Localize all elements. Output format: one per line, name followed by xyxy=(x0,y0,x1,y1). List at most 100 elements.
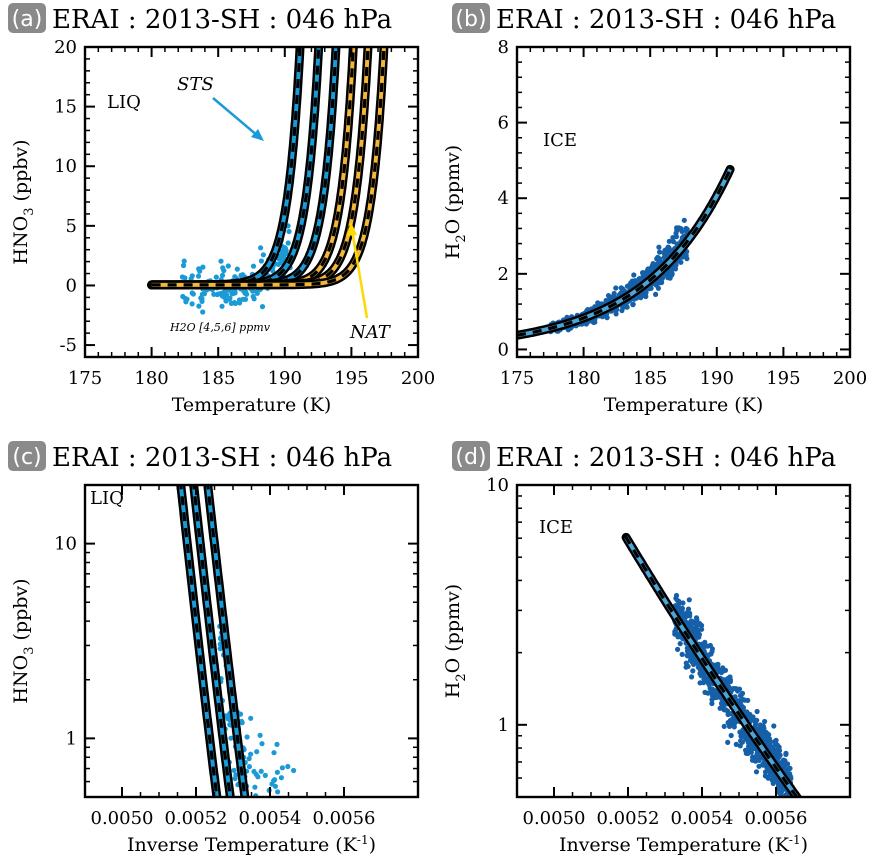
data-point xyxy=(653,291,659,297)
data-point xyxy=(259,304,266,310)
y-tick-label: 1 xyxy=(66,728,77,749)
data-point xyxy=(688,627,694,633)
x-tick-label: 195 xyxy=(766,368,800,389)
data-point xyxy=(764,731,770,737)
data-point xyxy=(709,648,715,655)
plot-area-c xyxy=(176,485,297,804)
data-point xyxy=(219,293,225,299)
y-tick-label: 0 xyxy=(66,275,77,296)
x-axis-label: Temperature (K) xyxy=(172,394,332,416)
y-tick-label: 20 xyxy=(54,37,77,58)
y-tick-label: 6 xyxy=(498,113,509,134)
y-tick-label: 2 xyxy=(498,264,509,285)
y-tick-label: 0 xyxy=(498,339,509,360)
data-point xyxy=(230,288,236,294)
data-point xyxy=(743,747,749,753)
x-tick-label: 0.0054 xyxy=(671,808,734,829)
data-point xyxy=(770,780,776,787)
sts-curve-2 xyxy=(147,47,324,290)
data-point xyxy=(244,734,250,740)
nat-curve-3-outline xyxy=(147,47,389,290)
data-point xyxy=(675,646,681,653)
data-point xyxy=(274,741,280,748)
data-point xyxy=(219,303,225,309)
nat-curve-3-dash xyxy=(151,47,386,287)
data-point xyxy=(680,612,686,618)
data-point xyxy=(258,258,264,264)
x-tick-label: 200 xyxy=(401,368,435,389)
data-point xyxy=(698,669,704,675)
data-point xyxy=(285,240,291,246)
data-point xyxy=(767,798,772,803)
data-point xyxy=(252,784,258,790)
x-tick-label: 185 xyxy=(201,368,235,389)
x-tick-label: 0.0052 xyxy=(597,808,660,829)
sts-arrowhead xyxy=(251,129,264,141)
panel-badge-label: (a) xyxy=(12,7,43,32)
y-tick-label: 8 xyxy=(498,37,509,58)
y-tick-label: 15 xyxy=(54,97,77,118)
data-point xyxy=(733,741,739,748)
data-point xyxy=(231,300,237,306)
data-point xyxy=(677,641,683,647)
data-point xyxy=(727,721,733,727)
panel-badge-label: (c) xyxy=(12,445,41,470)
data-point xyxy=(258,768,264,774)
data-point xyxy=(260,252,266,258)
panel-title: ERAI : 2013-SH : 046 hPa xyxy=(496,5,836,35)
data-point xyxy=(787,765,793,772)
data-point xyxy=(695,622,701,628)
x-tick-label: 0.0056 xyxy=(745,808,808,829)
sts-curve-1 xyxy=(203,485,250,797)
ice-curve-fill xyxy=(624,536,800,797)
data-point xyxy=(762,718,768,725)
panel-badge-label: (b) xyxy=(455,7,486,32)
ice-curve xyxy=(517,164,735,340)
panel-badge xyxy=(452,441,490,471)
data-point xyxy=(619,307,625,314)
data-point xyxy=(705,690,711,696)
data-point xyxy=(181,258,187,264)
data-point xyxy=(275,789,281,795)
data-point xyxy=(746,713,752,719)
sts-curve-3-dash xyxy=(179,485,219,797)
data-point xyxy=(636,276,643,282)
y-axis-label: HNO3 (ppbv) xyxy=(10,139,37,264)
data-point xyxy=(219,272,226,278)
data-point xyxy=(748,745,754,751)
plot-frame xyxy=(515,45,852,359)
panel-badge xyxy=(8,441,46,471)
sts-curve-2-dash xyxy=(192,485,232,797)
x-tick-label: 185 xyxy=(633,368,667,389)
data-point xyxy=(611,290,617,297)
data-point xyxy=(248,715,254,721)
plot-area-d xyxy=(621,532,803,803)
data-point xyxy=(201,291,207,297)
x-tick-label: 0.0054 xyxy=(239,808,302,829)
plot-area-b xyxy=(517,164,735,340)
panel-b: 175 180 185 190 195 200 0 2 4 6 8 Temperature (K) H2… xyxy=(442,3,867,416)
data-point xyxy=(673,592,680,599)
panel-badge xyxy=(8,3,46,33)
data-point xyxy=(624,283,631,289)
data-point xyxy=(239,720,245,726)
data-point xyxy=(283,250,289,257)
data-point xyxy=(675,602,681,608)
panel-badge-label: (d) xyxy=(455,445,486,470)
data-point xyxy=(756,763,762,769)
data-point xyxy=(726,678,733,685)
data-point xyxy=(763,735,769,742)
x-tick-label: 0.0050 xyxy=(91,808,154,829)
data-point xyxy=(232,775,238,782)
data-point xyxy=(701,674,707,680)
data-point xyxy=(221,268,227,274)
data-point xyxy=(247,799,252,804)
data-point xyxy=(757,722,763,728)
data-point xyxy=(211,291,217,297)
data-point xyxy=(684,256,690,262)
nat-curve-3-fill xyxy=(151,47,386,287)
data-point xyxy=(754,751,760,757)
data-point xyxy=(200,309,206,315)
data-point xyxy=(675,634,681,640)
